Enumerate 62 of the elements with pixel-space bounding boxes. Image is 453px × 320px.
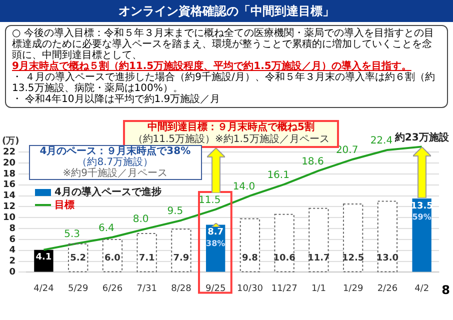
x-tick-label: 9/25 [205,284,226,294]
data-label: 9.5 [167,206,184,217]
data-label: 11.7 [308,254,330,264]
x-tick-label: 6/26 [102,284,123,294]
x-tick-label: 8/28 [171,284,192,294]
annotation: 59% [412,212,432,222]
data-label: 18.6 [302,156,324,168]
text: ○ 今後の導入目標：令和５年３月末までに概ね全ての医療機関・薬局での導入を目指すとの目標達成のために必要な導入ペースを踏まえ、環境が整うことで累積的に増加していくことを念頭に、中間到達目標として、 [12,28,435,61]
data-label: 9.8 [242,254,258,264]
legend-label: 4月の導入ペースで進捗 [54,186,162,199]
y-tick-label: 20 [2,158,16,168]
x-tick-label: 5/29 [68,284,88,294]
annotation: 4月のペース：９月末時点で38% [38,146,192,156]
y-tick-label: 8 [9,224,16,234]
x-tick-label: 1/29 [342,284,364,294]
text: 8 [442,283,450,297]
data-label: 10.6 [273,254,296,264]
chart-title: オンライン資格確認の「中間到達目標」 [0,0,453,22]
x-tick-label: 7/31 [136,284,157,294]
data-label: 12.5 [342,254,364,264]
y-tick-label: 4 [9,246,16,256]
x-tick-label: 10/30 [236,284,264,294]
y-tick-label: 16 [2,180,16,190]
data-label: 6.4 [98,222,114,234]
y-tick-label: 10 [2,212,16,223]
x-tick-label: 1/1 [311,284,326,294]
data-label: 6.0 [104,254,120,264]
data-label: 5.3 [64,228,80,240]
y-tick-label: 6 [9,234,16,245]
text: ・ 令和4年10月以降は平均で約1.9万施設／月 [12,94,222,105]
annotation: 約23万施設 [394,131,450,144]
annotation: （約8.7万施設） [76,156,154,168]
y-tick-label: 12 [2,202,16,212]
data-label: 14.0 [232,181,256,192]
annotation: （約11.5万施設）※約1.5万施設／月ペース [132,134,330,146]
data-label: 11.5 [198,195,221,206]
y-axis-title: (万) [2,136,20,146]
x-tick-label: 2/26 [377,284,398,294]
data-label: 20.7 [336,144,358,156]
annotation: ※約9千施設／月ペース [62,168,169,178]
data-label: 13.0 [376,254,399,264]
data-label: 4.1 [36,252,52,263]
x-tick-label: 4/2 [414,284,430,294]
annotation: 38% [206,238,226,248]
y-tick-label: 14 [2,191,16,202]
y-tick-label: 18 [2,169,16,180]
y-tick-label: 22 [2,147,16,158]
legend-label: 目標 [54,198,75,212]
data-label: 5.2 [70,254,86,264]
y-tick-label: 2 [9,256,16,267]
text: 9月末時点で概ね５割（約11.5万施設程度、平均で約1.5万施設／月）の導入を目指す。 [12,61,412,72]
data-label: 7.1 [138,254,155,264]
x-tick-label: 4/24 [34,284,54,294]
x-tick-label: 11/27 [271,284,298,294]
data-label: 22.4 [370,136,393,147]
annotation: 中間到達目標：９月末時点で概ね5割 [146,122,316,134]
text: ・ ４月の導入ペースで進捗した場合（約9千施設/月）、令和５年３月末の導入率は約６割（約13.5万施設、病院・薬局は100%）。 [12,72,436,94]
data-label: 16.1 [267,170,290,181]
data-label: 7.9 [173,254,190,264]
data-label: 8.0 [132,214,149,226]
y-tick-label: 0 [9,268,16,278]
data-label: 8.7 [208,228,224,238]
